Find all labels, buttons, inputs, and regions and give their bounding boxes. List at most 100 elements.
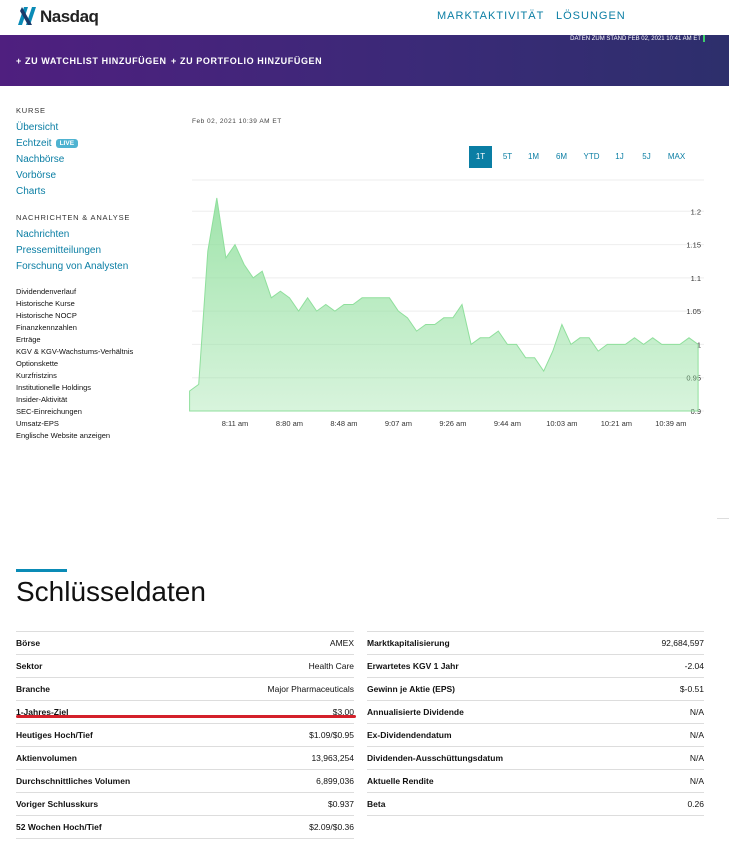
key-label: 52 Wochen Hoch/Tief [16, 822, 102, 832]
y-tick-label: 1.1 [691, 274, 701, 283]
y-tick-label: 1.15 [686, 241, 701, 250]
key-value: $2.09/$0.36 [309, 822, 354, 832]
key-row: Gewinn je Aktie (EPS) $-0.51 [367, 678, 704, 701]
sidebar-link[interactable]: Echtzeit LIVE [16, 138, 79, 149]
key-value: 6,899,036 [316, 776, 354, 786]
add-portfolio[interactable]: + ZU PORTFOLIO HINZUFÜGEN [171, 56, 323, 66]
key-label: Annualisierte Dividende [367, 707, 464, 717]
sidebar-link[interactable]: SEC-Einreichungen [16, 407, 82, 416]
key-label: Erwartetes KGV 1 Jahr [367, 661, 459, 671]
y-tick-label: 1 [697, 340, 701, 349]
key-row: Marktkapitalisierung 92,684,597 [367, 632, 704, 655]
x-tick-label: 9:26 am [439, 419, 466, 428]
key-row: Dividenden-Ausschüttungsdatum N/A [367, 747, 704, 770]
nav-link[interactable]: LÖSUNGEN [556, 10, 626, 22]
sidebar-heading: NACHRICHTEN & ANALYSE [16, 213, 131, 222]
key-label: Ex-Dividendendatum [367, 730, 452, 740]
key-row: 1-Jahres-Ziel $3.00 [16, 701, 354, 724]
key-label: Sektor [16, 661, 43, 671]
key-value: Health Care [308, 661, 354, 671]
key-value: 0.26 [687, 799, 704, 809]
x-tick-label: 9:44 am [494, 419, 521, 428]
action-label: ZU PORTFOLIO HINZUFÜGEN [179, 56, 323, 66]
key-label: Aktuelle Rendite [367, 776, 434, 786]
key-value: N/A [689, 753, 704, 763]
key-label: Börse [16, 638, 41, 648]
key-row: Erwartetes KGV 1 Jahr -2.04 [367, 655, 704, 678]
key-value: N/A [689, 776, 704, 786]
logo[interactable]: Nasdaq [40, 7, 99, 26]
sidebar-link[interactable]: Charts [16, 186, 46, 197]
sidebar-link[interactable]: Umsatz-EPS [16, 419, 59, 428]
key-label: Voriger Schlusskurs [16, 799, 99, 809]
range-button[interactable]: MAX [667, 152, 686, 161]
sidebar-link[interactable]: Insider-Aktivität [16, 395, 68, 404]
key-value: $3.00 [332, 707, 354, 717]
key-row: Voriger Schlusskurs $0.937 [16, 793, 354, 816]
key-value: $-0.51 [679, 684, 704, 694]
key-value: 92,684,597 [661, 638, 704, 648]
range-button[interactable]: YTD [583, 152, 600, 161]
key-value: AMEX [329, 638, 354, 648]
key-row: Annualisierte Dividende N/A [367, 701, 704, 724]
key-row: Börse AMEX [16, 632, 354, 655]
sidebar-link[interactable]: Dividendenverlauf [16, 287, 77, 296]
sidebar-link[interactable]: Kurzfristzins [16, 371, 57, 380]
sidebar-link[interactable]: Nachbörse [16, 154, 65, 165]
add-watchlist[interactable]: + ZU WATCHLIST HINZUFÜGEN [16, 56, 167, 66]
sidebar-link[interactable]: Vorbörse [16, 170, 57, 181]
sidebar-link[interactable]: Erträge [16, 335, 41, 344]
range-button[interactable]: 1T [469, 146, 492, 168]
key-label: Branche [16, 684, 51, 694]
sidebar-link[interactable]: Übersicht [16, 122, 59, 133]
sidebar-link[interactable]: Institutionelle Holdings [16, 383, 92, 392]
key-label: Marktkapitalisierung [367, 638, 450, 648]
chart-timestamp: Feb 02, 2021 10:39 AM ET [192, 118, 282, 125]
sidebar-link[interactable]: Optionskette [16, 359, 59, 368]
data-timestamp: DATEN ZUM STAND FEB 02, 2021 10:41 AM ET [570, 36, 701, 42]
key-value: Major Pharmaceuticals [267, 684, 354, 694]
sidebar-link[interactable]: Historische Kurse [16, 299, 75, 308]
x-tick-label: 8:48 am [330, 419, 357, 428]
action-label: ZU WATCHLIST HINZUFÜGEN [24, 56, 167, 66]
sidebar-link[interactable]: Historische NOCP [16, 311, 77, 320]
range-button[interactable]: 1M [527, 152, 540, 161]
range-button[interactable]: 5T [502, 152, 513, 161]
key-row: Durchschnittliches Volumen 6,899,036 [16, 770, 354, 793]
key-value: N/A [689, 707, 704, 717]
key-label: Dividenden-Ausschüttungsdatum [367, 753, 504, 763]
range-button[interactable]: 5J [642, 152, 651, 161]
range-button[interactable]: 1J [615, 152, 624, 161]
key-label: Beta [367, 799, 386, 809]
range-button[interactable]: 6M [555, 152, 568, 161]
key-table-right: Marktkapitalisierung 92,684,597 Erwartetes… [367, 631, 704, 816]
sidebar-link[interactable]: Pressemitteilungen [16, 245, 102, 256]
key-value: 13,963,254 [311, 753, 354, 763]
x-tick-label: 8:11 am [222, 419, 249, 428]
sidebar-link[interactable]: Englische Website anzeigen [16, 431, 111, 440]
area [189, 197, 699, 412]
key-row: Heutiges Hoch/Tief $1.09/$0.95 [16, 724, 354, 747]
key-row: Sektor Health Care [16, 655, 354, 678]
sidebar-link[interactable]: Forschung von Analysten [16, 261, 129, 272]
nav-link[interactable]: MARKTAKTIVITÄT [437, 10, 545, 22]
sidebar-link[interactable]: Nachrichten [16, 229, 70, 240]
sidebar-link[interactable]: Finanzkennzahlen [16, 323, 77, 332]
key-row: Aktuelle Rendite N/A [367, 770, 704, 793]
key-row: 52 Wochen Hoch/Tief $2.09/$0.36 [16, 816, 354, 839]
y-tick-label: 1.2 [691, 207, 701, 216]
x-tick-label: 10:39 am [655, 419, 686, 428]
key-value: -2.04 [684, 661, 704, 671]
key-value: N/A [689, 730, 704, 740]
key-label: Heutiges Hoch/Tief [16, 730, 93, 740]
key-table-left: Börse AMEX Sektor Health Care Branche Major P… [16, 631, 354, 839]
sidebar-link[interactable]: KGV & KGV-Wachstums-Verhältnis [16, 347, 134, 356]
key-label: 1-Jahres-Ziel [16, 707, 69, 717]
live-badge: LIVE [55, 139, 79, 148]
action-band [0, 35, 729, 86]
key-row: Aktienvolumen 13,963,254 [16, 747, 354, 770]
sidebar-heading: KURSE [16, 106, 46, 115]
divider [717, 518, 729, 519]
x-tick-label: 10:03 am [546, 419, 577, 428]
